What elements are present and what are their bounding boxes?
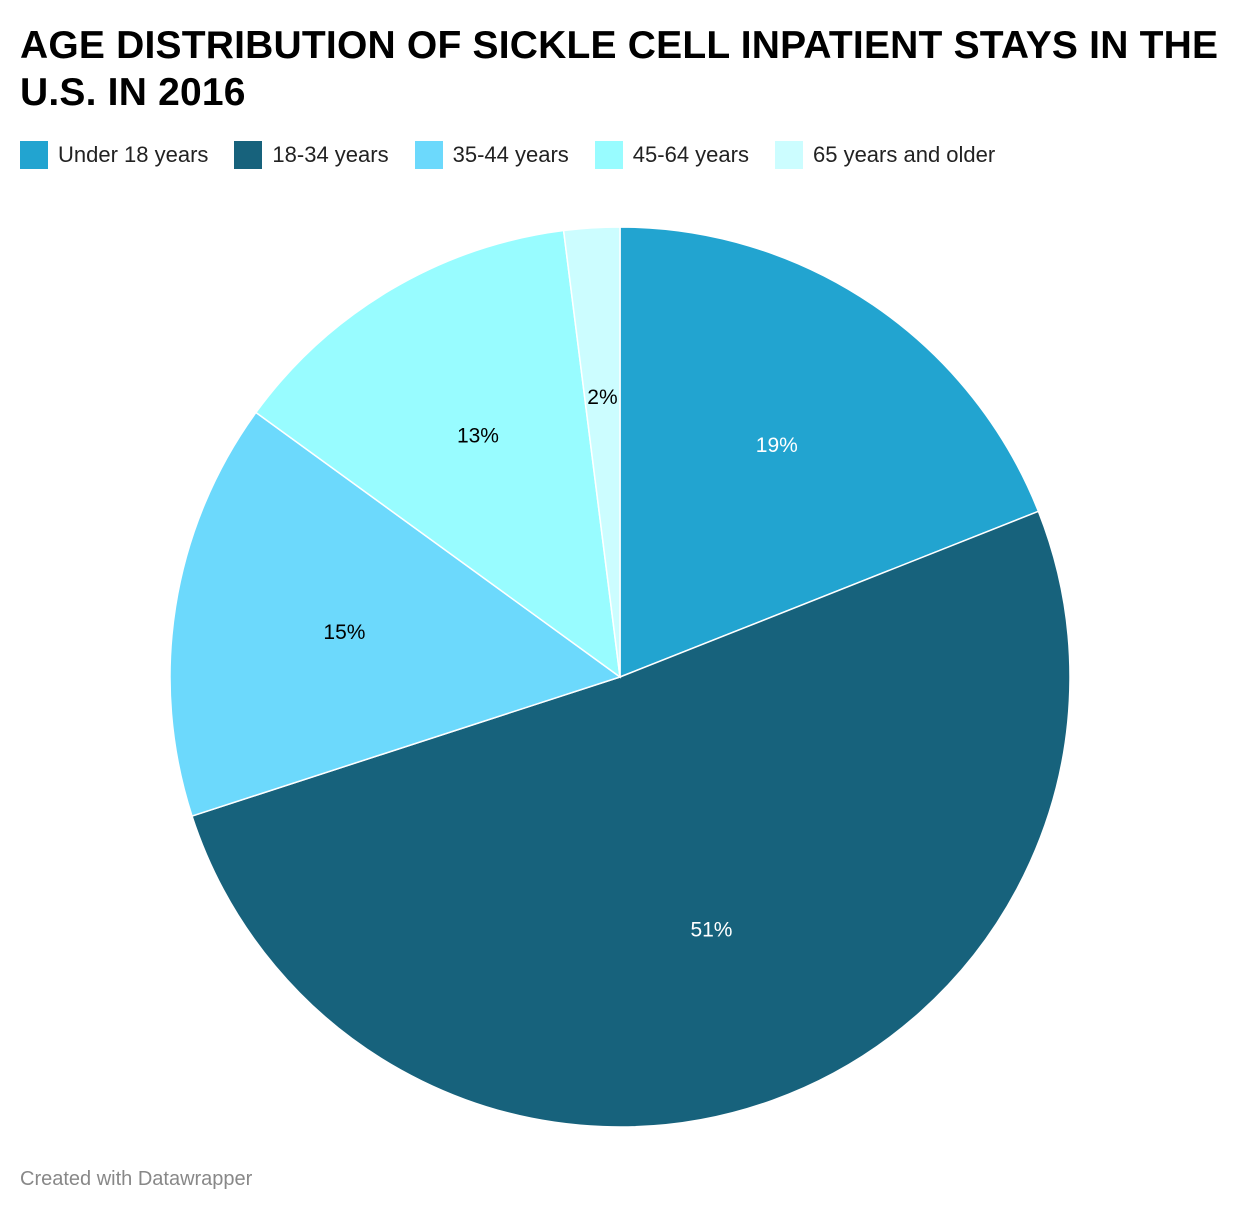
legend-label: Under 18 years: [58, 142, 209, 167]
pie-slice-18-34-years: [191, 510, 1071, 1128]
pie-slice-65-years-and-older: [562, 226, 621, 678]
pie-data-label: 2%: [587, 386, 617, 409]
footer-credit: Created with Datawrapper: [20, 1168, 253, 1190]
legend-swatch: [414, 141, 443, 169]
chart-legend: Under 18 years 18-34 years 35-44 years 4…: [20, 140, 1021, 170]
legend-swatch: [774, 141, 803, 169]
pie-slice-under-18-years: [619, 226, 1040, 679]
legend-item-65-plus: 65 years and older: [774, 141, 996, 169]
legend-swatch: [594, 141, 623, 169]
pie-data-label: 15%: [323, 621, 365, 644]
legend-label: 65 years and older: [812, 142, 996, 167]
legend-item-18-34: 18-34 years: [234, 141, 389, 169]
pie-data-label: 19%: [756, 434, 798, 457]
chart-title: AGE DISTRIBUTION OF SICKLE CELL INPATIEN…: [20, 24, 1219, 114]
legend-swatch: [234, 141, 263, 169]
legend-item-45-64: 45-64 years: [594, 141, 749, 169]
legend-item-35-44: 35-44 years: [414, 141, 569, 169]
pie-data-label: 51%: [690, 919, 732, 942]
pie-slices: [169, 226, 1071, 1128]
pie-labels: 19% 51% 15% 13% 2%: [323, 386, 797, 941]
pie-slice-35-44-years: [169, 411, 622, 818]
legend-label: 35-44 years: [452, 142, 569, 167]
legend-item-under-18: Under 18 years: [20, 141, 208, 169]
legend-swatch: [20, 141, 48, 169]
pie-slice-45-64-years: [254, 229, 621, 679]
legend-label: 18-34 years: [272, 142, 389, 167]
pie-data-label: 13%: [457, 424, 499, 447]
legend-label: 45-64 years: [632, 142, 749, 167]
